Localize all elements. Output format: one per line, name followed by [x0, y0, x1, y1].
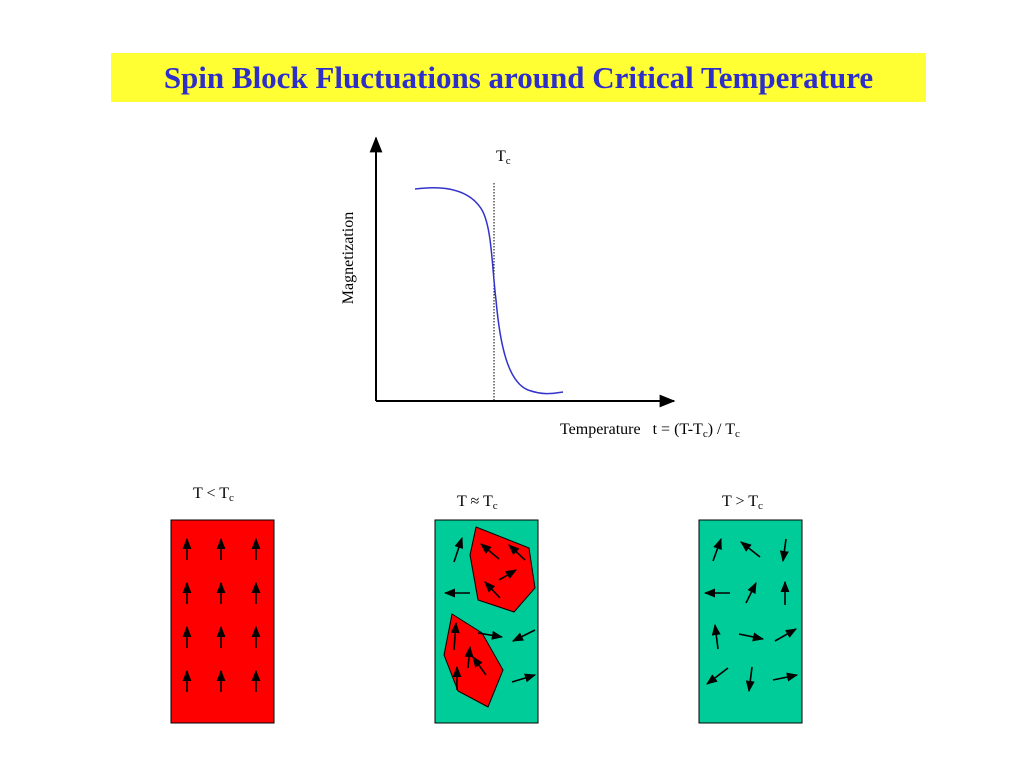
x-axis-formula-mid: ) / T — [707, 421, 735, 438]
x-axis-formula-sub2: c — [734, 428, 740, 440]
panel-label-ordered: T < Tc — [193, 485, 234, 504]
disordered-spin-arrows — [703, 537, 799, 693]
x-axis-label: Temperature t = (T-Tc) / Tc — [560, 421, 740, 440]
magnetization-curve — [414, 186, 564, 395]
panel-label-critical: T ≈ Tc — [457, 493, 498, 512]
panel-label-ordered-main: T < T — [193, 485, 229, 502]
x-axis-formula-sub1: c — [702, 428, 708, 440]
tc-label-main: T — [496, 148, 506, 165]
panel-label-critical-sub: c — [492, 500, 498, 512]
panel-label-ordered-sub: c — [229, 492, 234, 504]
title-banner: Spin Block Fluctuations around Critical … — [111, 53, 926, 102]
tc-label-sub: c — [505, 155, 511, 167]
x-axis-label-text: Temperature — [560, 421, 641, 438]
critical-spin-arrows — [443, 536, 537, 690]
ordered-spin-panel — [170, 519, 275, 724]
ordered-spin-arrows — [182, 537, 261, 692]
panel-label-critical-main: T ≈ T — [457, 493, 493, 510]
panel-label-disordered-sub: c — [758, 500, 763, 512]
slide-title: Spin Block Fluctuations around Critical … — [163, 60, 874, 95]
tc-label: Tc — [496, 148, 511, 167]
x-axis-formula-prefix: t = (T-T — [652, 421, 703, 438]
y-axis-label: Magnetization — [340, 211, 357, 305]
panel-label-disordered-main: T > T — [722, 493, 758, 510]
panel-label-disordered: T > Tc — [722, 493, 763, 512]
